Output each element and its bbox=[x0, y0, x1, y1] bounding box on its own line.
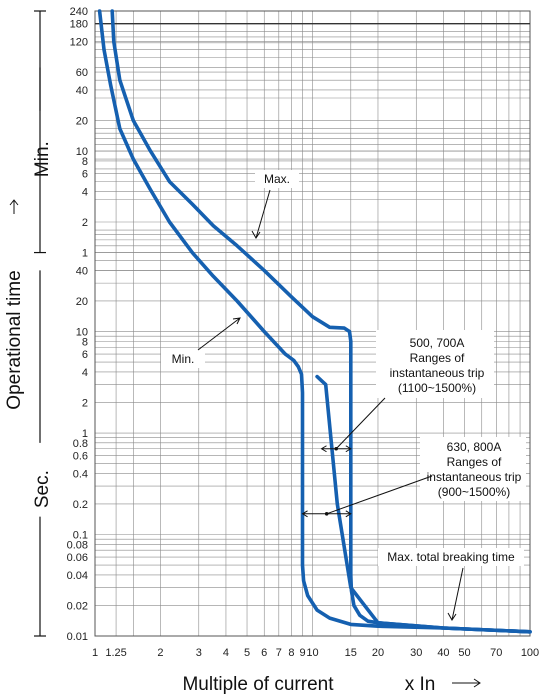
grid bbox=[94, 10, 531, 637]
y-tick-label-min: 40 bbox=[76, 85, 88, 97]
y-tick-label-min: 20 bbox=[76, 116, 88, 128]
range2-leader bbox=[326, 475, 433, 515]
range2-text: 630, 800A bbox=[447, 440, 502, 454]
y-tick-label-sec: 1 bbox=[82, 428, 88, 440]
y-unit-minutes: Min. bbox=[32, 141, 53, 177]
curve-min-500-700a bbox=[315, 374, 532, 634]
x-tick-label: 30 bbox=[410, 647, 422, 659]
x-tick-label: 40 bbox=[437, 647, 449, 659]
x-axis-arrow bbox=[452, 678, 481, 688]
x-tick-label: 1 bbox=[92, 647, 98, 659]
y-tick-label-sec: 0.06 bbox=[67, 552, 88, 564]
range1-text: instantaneous trip bbox=[390, 366, 485, 380]
x-tick-label: 5 bbox=[244, 647, 250, 659]
x-tick-label: 15 bbox=[345, 647, 357, 659]
breaking-arrow bbox=[447, 567, 464, 621]
x-tick-label: 9 bbox=[299, 647, 305, 659]
y-tick-label-min: 120 bbox=[70, 37, 88, 49]
range2-bg bbox=[420, 437, 526, 501]
range1-text: 500, 700A bbox=[410, 336, 465, 350]
range2-text: Ranges of bbox=[447, 455, 502, 469]
axis-titles: Min. Sec. Operational time Multiple of curr… bbox=[4, 10, 481, 695]
x-tick-label: 2 bbox=[157, 647, 163, 659]
x-tick-label: 3 bbox=[196, 647, 202, 659]
range1-text: (1100~1500%) bbox=[398, 381, 476, 395]
x-tick-label: 70 bbox=[490, 647, 502, 659]
y-tick-label-sec: 0.4 bbox=[73, 468, 88, 480]
x-tick-label: 10 bbox=[306, 647, 318, 659]
y-tick-label-sec: 0.2 bbox=[73, 499, 88, 511]
min-arrow bbox=[197, 317, 241, 351]
x-tick-label: 7 bbox=[276, 647, 282, 659]
max-arrow bbox=[251, 189, 271, 239]
plot-frame bbox=[94, 10, 531, 637]
breaking-label: Max. total breaking time bbox=[387, 550, 515, 564]
y-tick-label-sec: 10 bbox=[76, 327, 88, 339]
y-tick-label-sec: 0.02 bbox=[67, 600, 88, 612]
y-tick-label-min: 180 bbox=[70, 19, 88, 31]
y-tick-label-sec: 0.01 bbox=[67, 631, 88, 643]
y-tick-label-min: 8 bbox=[82, 156, 88, 168]
y-tick-label-min: 240 bbox=[70, 6, 88, 18]
range2-text: instantaneous trip bbox=[427, 470, 522, 484]
y-tick-label-sec: 0.08 bbox=[67, 539, 88, 551]
range1-bg bbox=[376, 330, 494, 398]
y-tick-label-sec: 0.6 bbox=[73, 451, 88, 463]
curves bbox=[97, 9, 532, 634]
y-unit-seconds: Sec. bbox=[32, 470, 53, 508]
tick-labels: 1 1.25 2 3 4 5 6 7 8 9 10 15 20 30 40 50 70 1002401801206… bbox=[67, 6, 539, 659]
x-tick-label: 4 bbox=[223, 647, 229, 659]
y-tick-label-min: 1 bbox=[82, 248, 88, 260]
y-tick-label-min: 4 bbox=[82, 186, 88, 198]
x-axis-unit: x In bbox=[405, 674, 436, 695]
breaking-label-bg bbox=[378, 548, 524, 566]
curve-min bbox=[97, 9, 532, 634]
y-tick-label-sec: 2 bbox=[82, 397, 88, 409]
y-tick-label-sec: 0.04 bbox=[67, 570, 88, 582]
x-tick-label: 6 bbox=[261, 647, 267, 659]
x-axis-title: Multiple of current bbox=[182, 674, 334, 695]
y-tick-label-sec: 20 bbox=[76, 296, 88, 308]
y-axis-title: Operational time bbox=[4, 270, 25, 409]
x-tick-label: 100 bbox=[521, 647, 539, 659]
range1-text: Ranges of bbox=[410, 351, 465, 365]
range2-text: (900~1500%) bbox=[438, 485, 510, 499]
min-label-bg bbox=[161, 350, 205, 368]
x-tick-label: 8 bbox=[288, 647, 294, 659]
y-tick-label-sec: 6 bbox=[82, 349, 88, 361]
x-tick-label: 20 bbox=[372, 647, 384, 659]
y-tick-label-sec: 8 bbox=[82, 336, 88, 348]
min-label: Min. bbox=[172, 352, 195, 366]
y-tick-label-sec: 0.8 bbox=[73, 438, 88, 450]
y-tick-label-min: 2 bbox=[82, 217, 88, 229]
y-tick-label-min: 60 bbox=[76, 67, 88, 79]
y-tick-label-sec: 0.1 bbox=[73, 530, 88, 542]
max-label: Max. bbox=[264, 172, 290, 186]
range1-leader bbox=[335, 397, 386, 450]
x-tick-label: 1.25 bbox=[105, 647, 126, 659]
y-tick-label-min: 10 bbox=[76, 146, 88, 158]
y-tick-label-sec: 40 bbox=[76, 265, 88, 277]
y-axis-arrow bbox=[9, 199, 19, 214]
max-label-bg bbox=[255, 170, 299, 188]
curve-max bbox=[110, 9, 532, 634]
y-tick-label-min: 6 bbox=[82, 169, 88, 181]
y-tick-label-sec: 4 bbox=[82, 367, 88, 379]
x-tick-label: 50 bbox=[458, 647, 470, 659]
